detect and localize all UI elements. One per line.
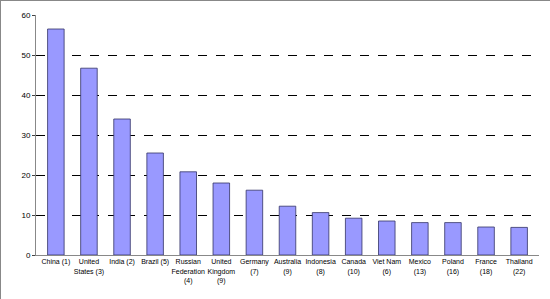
- svg-text:Poland(16): Poland(16): [442, 258, 464, 275]
- svg-text:30: 30: [21, 131, 30, 140]
- svg-text:France(18): France(18): [475, 258, 497, 275]
- svg-text:China (1): China (1): [41, 258, 70, 266]
- svg-text:10: 10: [21, 211, 30, 220]
- svg-text:Australia(9): Australia(9): [274, 258, 301, 275]
- svg-text:Canada(10): Canada(10): [341, 258, 366, 275]
- svg-text:Viet Nam(6): Viet Nam(6): [372, 258, 401, 275]
- svg-text:Thailand(22): Thailand(22): [506, 258, 533, 275]
- svg-text:Mexico(13): Mexico(13): [409, 258, 431, 275]
- svg-text:Brazil (5): Brazil (5): [141, 258, 169, 266]
- svg-text:50: 50: [21, 51, 30, 60]
- svg-text:Indonesia(8): Indonesia(8): [305, 258, 335, 275]
- svg-text:RussianFederation(4): RussianFederation(4): [171, 258, 205, 284]
- svg-text:40: 40: [21, 91, 30, 100]
- svg-text:20: 20: [21, 171, 30, 180]
- svg-text:0: 0: [26, 251, 31, 260]
- svg-text:UnitedKingdom(9): UnitedKingdom(9): [207, 258, 235, 284]
- svg-text:India (2): India (2): [109, 258, 135, 266]
- svg-text:Germany(7): Germany(7): [240, 258, 269, 275]
- svg-text:60: 60: [21, 11, 30, 20]
- svg-text:UnitedStates (3): UnitedStates (3): [74, 258, 104, 275]
